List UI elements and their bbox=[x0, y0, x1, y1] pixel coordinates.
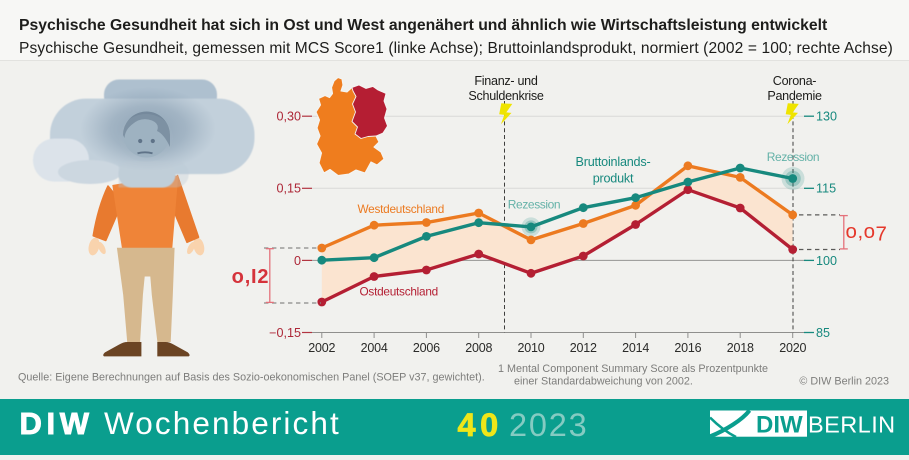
svg-text:o,I2: o,I2 bbox=[232, 266, 270, 288]
svg-text:2002: 2002 bbox=[308, 341, 335, 355]
svg-text:130: 130 bbox=[816, 110, 837, 124]
svg-text:2008: 2008 bbox=[465, 341, 492, 355]
svg-text:Rezession: Rezession bbox=[767, 150, 819, 164]
svg-text:Bruttoinlands-: Bruttoinlands- bbox=[576, 155, 651, 169]
svg-text:Westdeutschland: Westdeutschland bbox=[358, 202, 445, 216]
svg-text:1 Mental Component Summary Sc: 1 Mental Component Summary Score als Pro… bbox=[498, 363, 768, 375]
svg-text:−0,15: −0,15 bbox=[269, 326, 301, 340]
svg-text:0: 0 bbox=[294, 254, 301, 268]
svg-text:2006: 2006 bbox=[413, 341, 440, 355]
svg-text:Corona-: Corona- bbox=[773, 74, 817, 88]
svg-text:2023: 2023 bbox=[509, 407, 589, 443]
svg-text:© DIW Berlin 2023: © DIW Berlin 2023 bbox=[799, 376, 889, 388]
svg-text:85: 85 bbox=[816, 326, 830, 340]
svg-text:DIW: DIW bbox=[756, 412, 803, 439]
svg-text:Finanz- und: Finanz- und bbox=[474, 74, 538, 88]
svg-text:0,15: 0,15 bbox=[276, 182, 301, 196]
svg-text:BERLIN: BERLIN bbox=[808, 412, 896, 438]
svg-text:produkt: produkt bbox=[593, 172, 634, 186]
svg-text:DIW: DIW bbox=[20, 406, 94, 441]
svg-text:2010: 2010 bbox=[517, 341, 544, 355]
svg-text:Schuldenkrise: Schuldenkrise bbox=[468, 89, 544, 103]
svg-text:0,30: 0,30 bbox=[276, 110, 301, 124]
svg-text:Psychische Gesundheit hat sich: Psychische Gesundheit hat sich in Ost un… bbox=[19, 17, 828, 34]
svg-text:2004: 2004 bbox=[361, 341, 388, 355]
svg-text:2020: 2020 bbox=[779, 341, 806, 355]
svg-text:Wochenbericht: Wochenbericht bbox=[104, 405, 341, 441]
svg-text:Quelle: Eigene Berechnungen au: Quelle: Eigene Berechnungen auf Basis de… bbox=[18, 372, 485, 384]
svg-text:2016: 2016 bbox=[674, 341, 701, 355]
svg-text:100: 100 bbox=[816, 254, 837, 268]
svg-text:Psychische Gesundheit, gemesse: Psychische Gesundheit, gemessen mit MCS … bbox=[19, 40, 893, 57]
svg-text:o,o7: o,o7 bbox=[846, 220, 888, 246]
svg-text:Rezession: Rezession bbox=[508, 198, 560, 212]
svg-text:40: 40 bbox=[458, 407, 503, 443]
svg-text:einer Standardabweichung von 2: einer Standardabweichung von 2002. bbox=[514, 376, 693, 388]
svg-text:2018: 2018 bbox=[727, 341, 754, 355]
svg-text:2012: 2012 bbox=[570, 341, 597, 355]
svg-text:Ostdeutschland: Ostdeutschland bbox=[360, 285, 438, 299]
svg-text:2014: 2014 bbox=[622, 341, 649, 355]
svg-text:115: 115 bbox=[816, 182, 836, 196]
svg-text:Pandemie: Pandemie bbox=[767, 89, 822, 103]
